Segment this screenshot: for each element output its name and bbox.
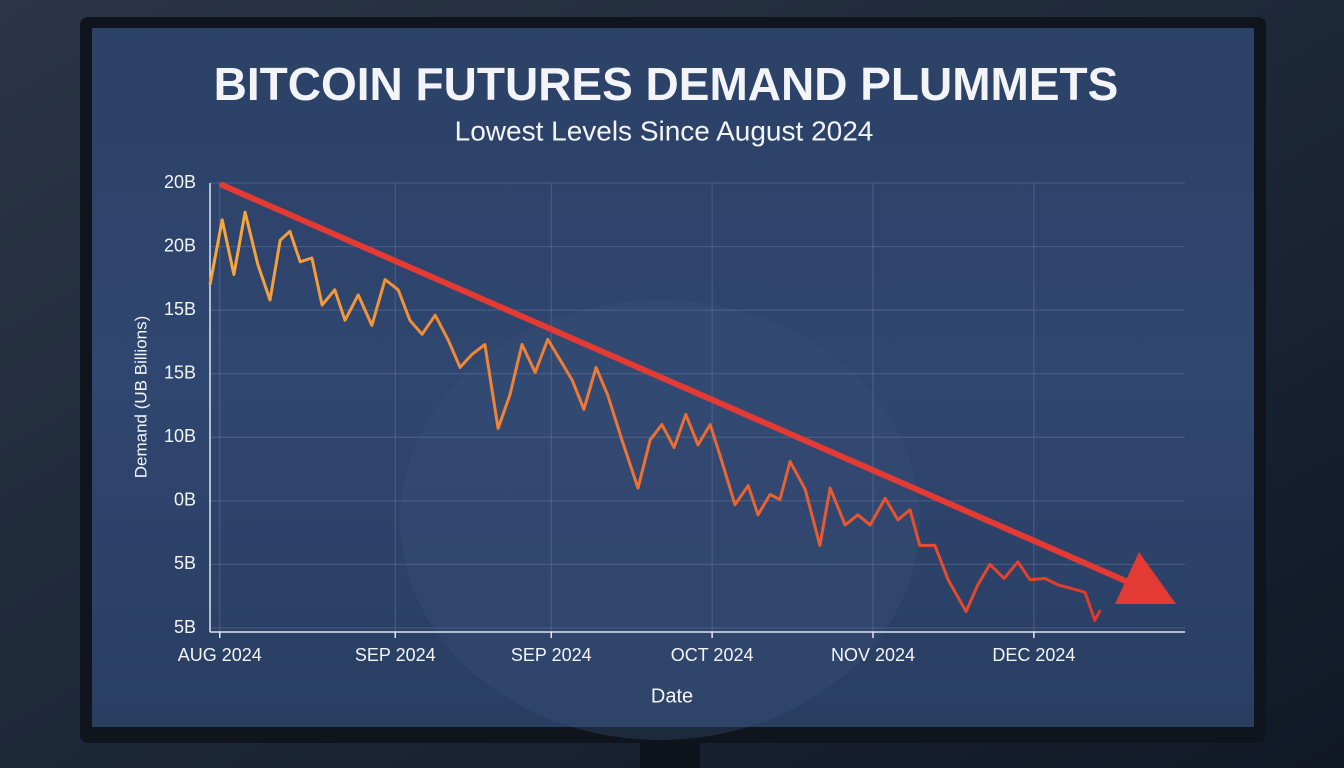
y-tick-label: 5B [174, 617, 196, 637]
trend-arrow [219, 182, 1176, 604]
x-tick-label: SEP 2024 [355, 645, 436, 665]
y-tick-label: 20B [164, 235, 196, 255]
x-tick-label: OCT 2024 [671, 645, 754, 665]
data-line [208, 210, 1102, 622]
grid [210, 182, 1185, 632]
x-tick-label: NOV 2024 [831, 645, 915, 665]
chart-subtitle: Lowest Levels Since August 2024 [455, 115, 874, 146]
trend-arrow-shaft [219, 182, 1131, 585]
y-tick-label: 10B [164, 426, 196, 446]
y-tick-label: 0B [174, 490, 196, 510]
x-tick-label: DEC 2024 [992, 645, 1075, 665]
y-tick-label: 5B [174, 553, 196, 573]
y-tick-label: 15B [164, 362, 196, 382]
x-tick-label: AUG 2024 [178, 645, 262, 665]
x-tick-label: SEP 2024 [511, 645, 592, 665]
chart-title: BITCOIN FUTURES DEMAND PLUMMETS [214, 58, 1119, 110]
screen [92, 28, 1254, 727]
backdrop-glow [400, 300, 920, 740]
y-tick-label: 20B [164, 172, 196, 192]
y-tick-label: 15B [164, 299, 196, 319]
y-axis-label: Demand (UB Billions) [131, 316, 150, 479]
x-axis-label: Date [651, 685, 693, 707]
trend-arrow-head [1115, 552, 1176, 604]
plot [208, 210, 1102, 622]
